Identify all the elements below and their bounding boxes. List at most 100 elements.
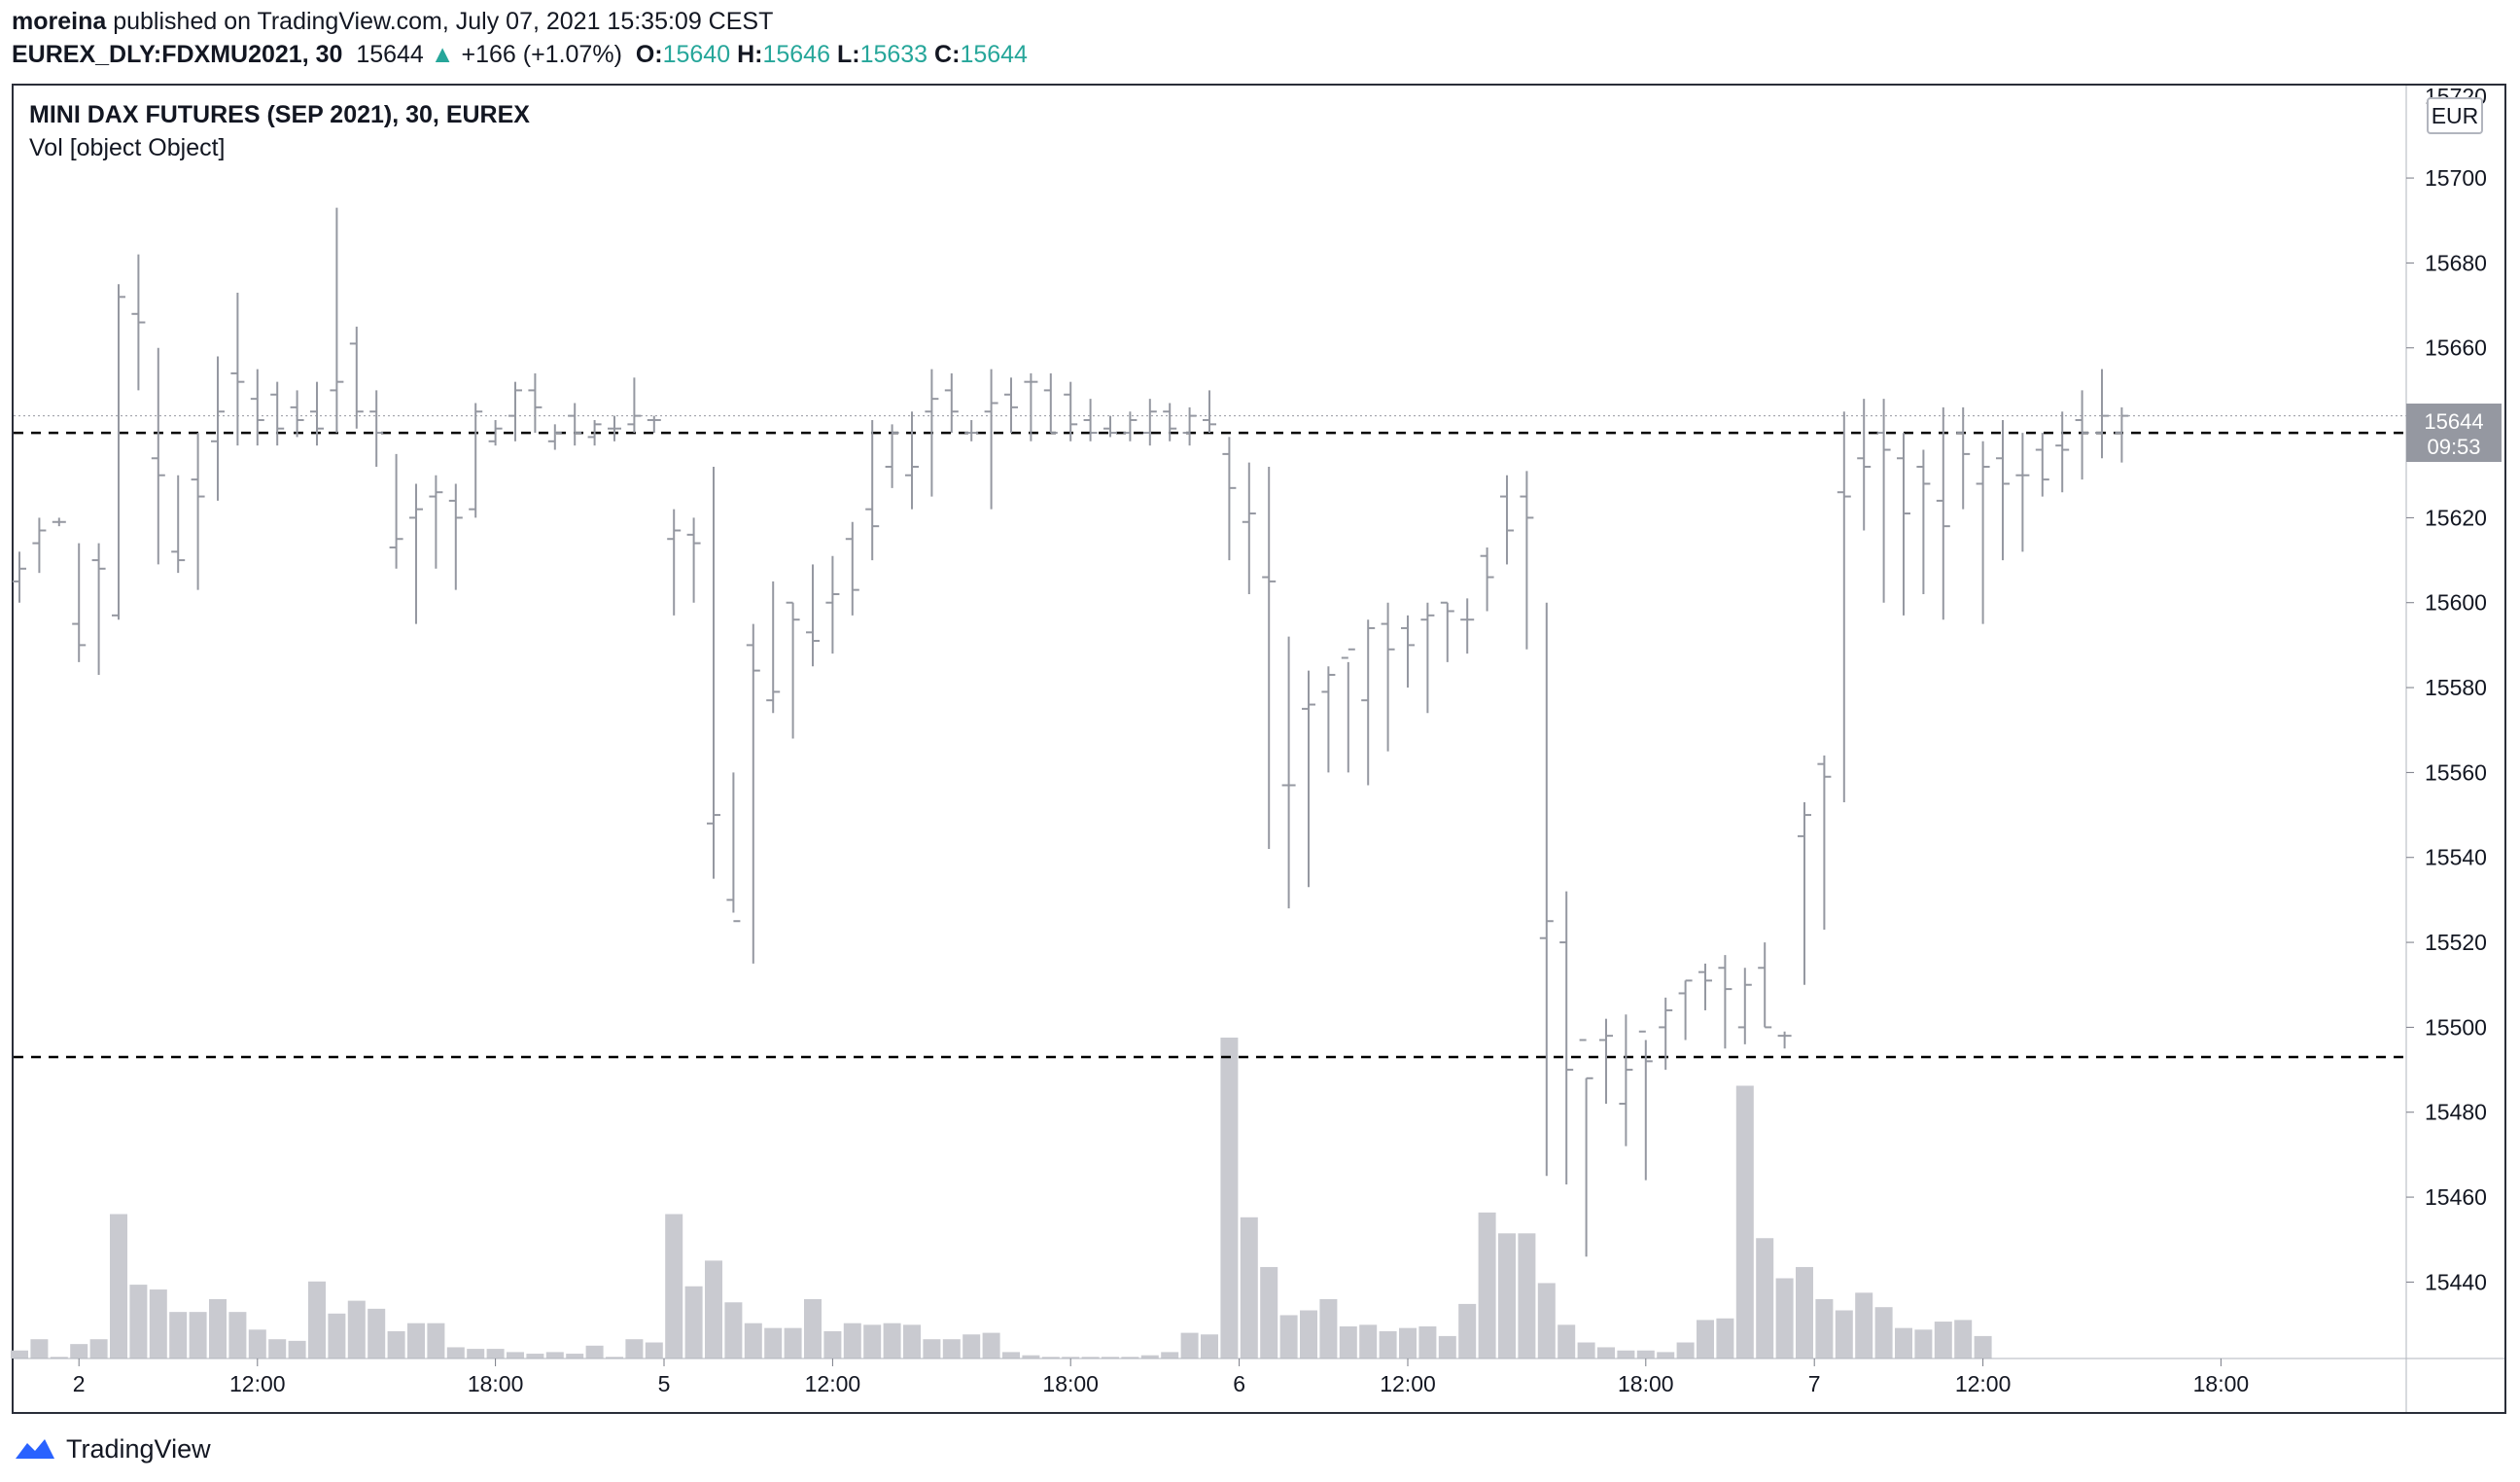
volume-bar [1260, 1266, 1278, 1358]
volume-bar [248, 1329, 266, 1358]
ohlc-bar [1142, 399, 1157, 446]
volume-bar [566, 1354, 584, 1358]
ohlc-bar [1440, 601, 1454, 662]
ohlc-bar [1876, 399, 1891, 603]
ohlc-bar [349, 326, 364, 429]
volume-bar [744, 1323, 762, 1358]
ohlc-bar [13, 551, 26, 603]
volume-bar [1874, 1307, 1893, 1358]
ohlc-bar [1638, 1030, 1653, 1181]
ohlc-bar [547, 424, 562, 450]
footer-brand[interactable]: TradingView [14, 1431, 211, 1466]
volume-bar [1359, 1324, 1378, 1358]
volume-bar [843, 1323, 861, 1358]
ohlc-bar [1401, 615, 1415, 688]
ohlc-bar [1281, 636, 1296, 909]
volume-bar [189, 1312, 207, 1358]
volume-bar [903, 1324, 921, 1358]
price-tick-label: 15480 [2425, 1100, 2487, 1125]
ohlc-bar [1182, 406, 1197, 446]
volume-bar [863, 1324, 882, 1358]
volume-bar [1537, 1283, 1556, 1358]
ohlc-bar [1203, 390, 1216, 434]
volume-bar [129, 1285, 148, 1358]
ohlc-bar [1737, 968, 1752, 1044]
volume-bar [1756, 1238, 1774, 1358]
close-label: C: [934, 41, 961, 68]
time-axis[interactable]: 2 12:00 18:00 5 12:00 18:00 6 12:00 18:00 7 12:00 1… [73, 1358, 2249, 1396]
volume-bar [1617, 1350, 1635, 1358]
ohlc-bar [1302, 670, 1315, 888]
time-tick-label: 12:00 [805, 1371, 861, 1396]
price-axis[interactable]: 15440 15460 15480 15500 15520 15540 15560 15580… [2406, 84, 2487, 1294]
volume-bar [705, 1260, 722, 1358]
ohlc-bar [270, 381, 285, 446]
ohlc-bar [2015, 433, 2030, 552]
time-tick-label: 18:00 [468, 1371, 524, 1396]
ohlc-bar [1163, 403, 1177, 441]
volume-bar [1438, 1335, 1456, 1358]
ohlc-bar [310, 381, 324, 446]
time-tick-label: 12:00 [1380, 1371, 1436, 1396]
volume-bar [1319, 1298, 1338, 1358]
volume-bar [684, 1286, 703, 1358]
volume-bar [645, 1342, 663, 1358]
ohlc-bar [1043, 372, 1058, 435]
volume-bar [446, 1347, 465, 1358]
volume-bar [585, 1345, 604, 1358]
ohlc-bar [1341, 648, 1355, 773]
volume-bar [1498, 1233, 1516, 1358]
price-tick-label: 15620 [2425, 505, 2487, 530]
volume-bar [1895, 1327, 1912, 1358]
ohlc-bar [686, 517, 701, 603]
ohlc-bar [131, 254, 146, 391]
volume-bar [962, 1334, 981, 1358]
volume-bar [1458, 1303, 1477, 1358]
chart-title: MINI DAX FUTURES (SEP 2021), 30, EUREX [29, 101, 530, 128]
volume-bar [1974, 1335, 1992, 1358]
price-tick-label: 15560 [2425, 759, 2487, 785]
volume-bar [1676, 1342, 1695, 1358]
ohlc-bar [369, 390, 384, 467]
ohlc-bar [1678, 979, 1693, 1041]
volume-bar [1399, 1327, 1417, 1358]
ohlc-bar [766, 581, 781, 714]
ohlc-bar [1024, 372, 1038, 441]
price-tag-value: 15644 [2424, 409, 2483, 434]
volume-bar [387, 1330, 405, 1358]
volume-bar [467, 1349, 485, 1358]
ohlc-bar [488, 419, 503, 446]
currency-button[interactable]: EUR [2427, 97, 2483, 134]
ohlc-bar [806, 564, 820, 667]
ohlc-bar [885, 424, 899, 488]
ohlc-bar [2075, 390, 2089, 480]
volume-bar [1934, 1322, 1952, 1358]
volume-bar [169, 1312, 188, 1358]
price-tick-label: 15460 [2425, 1184, 2487, 1210]
close-value: 15644 [960, 41, 1028, 68]
volume-bar [1002, 1352, 1020, 1358]
volume-bar [308, 1281, 326, 1358]
ohlc-bar [1758, 942, 1772, 1029]
lines-layer [14, 415, 2406, 1059]
chart-frame [12, 84, 2506, 1414]
ohlc-bar [1817, 755, 1832, 930]
volume-bar [1518, 1233, 1536, 1358]
volume-bar [1140, 1355, 1159, 1358]
volume-bar [1062, 1357, 1080, 1358]
volume-bar [625, 1339, 644, 1358]
ohlc-bar [409, 483, 423, 624]
ohlc-bar [1500, 475, 1514, 565]
volume-bar [823, 1330, 842, 1358]
low-label: L: [836, 41, 860, 68]
ohlc-bar [1777, 1031, 1792, 1049]
ohlc-bar [2095, 369, 2109, 459]
ohlc-bar [647, 415, 661, 434]
time-tick-label: 7 [1808, 1371, 1821, 1396]
ohlc-bar [1262, 467, 1277, 849]
ohlc-bar [1916, 449, 1931, 594]
volume-bar [1815, 1298, 1834, 1358]
price-tick-label: 15600 [2425, 590, 2487, 616]
time-tick-label: 18:00 [1042, 1371, 1099, 1396]
